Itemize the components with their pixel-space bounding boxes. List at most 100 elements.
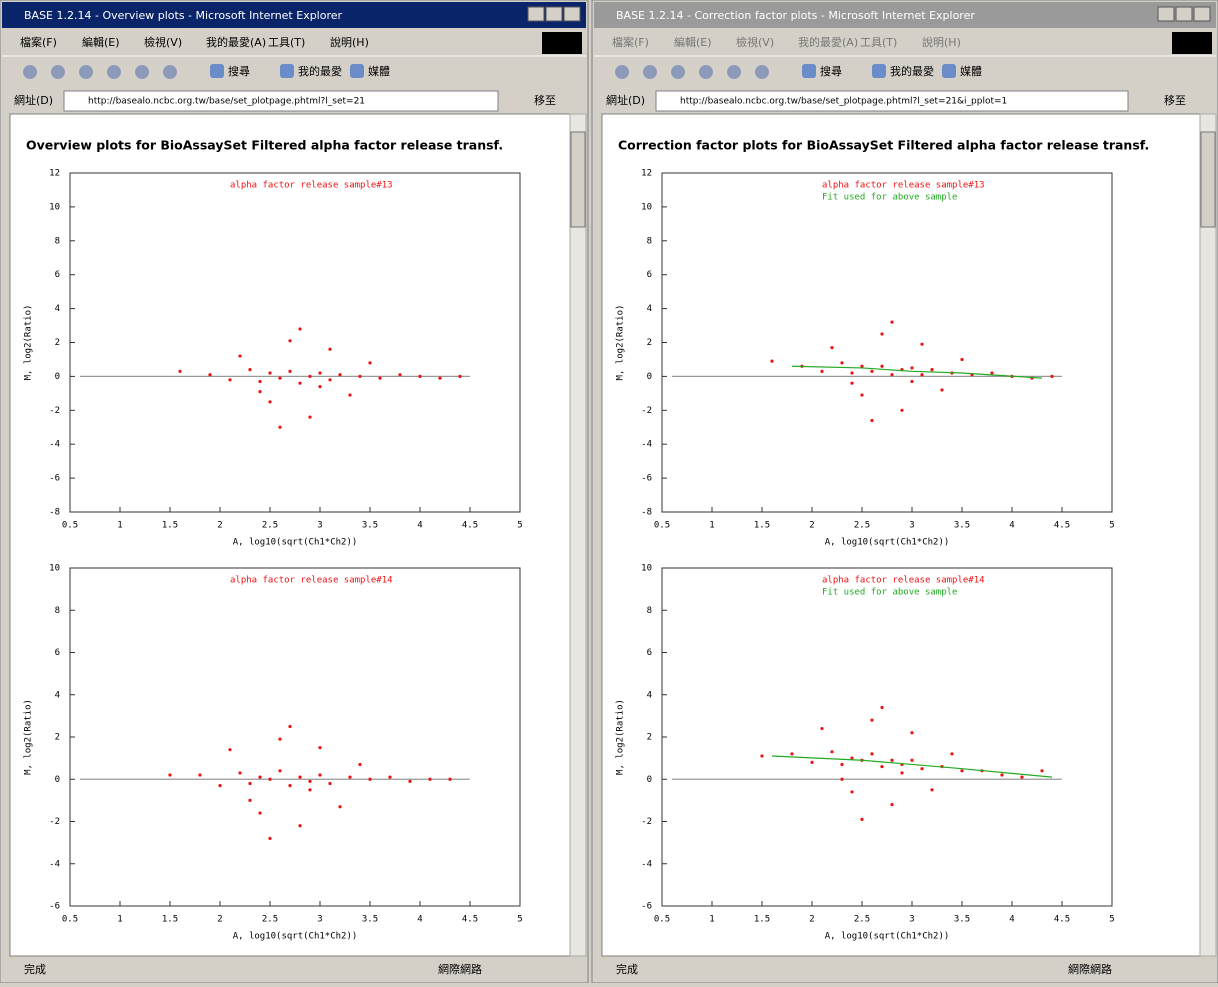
point xyxy=(368,361,371,364)
x-tick-label: 0.5 xyxy=(654,915,670,925)
nav-icon[interactable] xyxy=(671,65,685,79)
y-tick-label: 8 xyxy=(55,606,60,616)
scrollbar[interactable] xyxy=(570,114,586,956)
point xyxy=(820,370,823,373)
menu-item[interactable]: 我的最愛(A) xyxy=(206,35,266,49)
point xyxy=(178,370,181,373)
window-button[interactable] xyxy=(1194,7,1210,21)
scroll-thumb[interactable] xyxy=(571,132,585,227)
point xyxy=(990,371,993,374)
legend-entry: Fit used for above sample xyxy=(822,193,957,203)
point xyxy=(208,373,211,376)
menu-item[interactable]: 工具(T) xyxy=(268,36,305,49)
toolbar-icon[interactable] xyxy=(872,64,886,78)
point xyxy=(388,776,391,779)
x-axis-label: A, log10(sqrt(Ch1*Ch2)) xyxy=(233,538,358,548)
toolbar-label[interactable]: 我的最愛 xyxy=(890,64,934,78)
point xyxy=(218,784,221,787)
x-tick-label: 3.5 xyxy=(954,915,970,925)
y-tick-label: -6 xyxy=(49,902,60,912)
menu-item[interactable]: 編輯(E) xyxy=(82,35,120,49)
y-tick-label: -2 xyxy=(49,406,60,416)
menu-item[interactable]: 檔案(F) xyxy=(20,35,57,49)
legend-entry: alpha factor release sample#14 xyxy=(822,576,985,586)
point xyxy=(308,780,311,783)
legend-entry: Fit used for above sample xyxy=(822,588,957,598)
point xyxy=(870,719,873,722)
legend-entry: alpha factor release sample#13 xyxy=(230,181,393,191)
point xyxy=(890,803,893,806)
y-tick-label: 8 xyxy=(647,236,652,246)
menu-item[interactable]: 說明(H) xyxy=(922,35,961,49)
y-tick-label: 6 xyxy=(647,648,652,658)
menu-item[interactable]: 檔案(F) xyxy=(612,35,649,49)
point xyxy=(930,368,933,371)
point xyxy=(288,339,291,342)
x-tick-label: 1.5 xyxy=(754,521,770,531)
point xyxy=(258,380,261,383)
menu-item[interactable]: 編輯(E) xyxy=(674,35,712,49)
window-button[interactable] xyxy=(1158,7,1174,21)
screen: BASE 1.2.14 - Overview plots - Microsoft… xyxy=(0,0,1218,983)
point xyxy=(760,754,763,757)
nav-icon[interactable] xyxy=(727,65,741,79)
menu-item[interactable]: 檢視(V) xyxy=(144,35,182,49)
x-tick-label: 2 xyxy=(809,521,814,531)
nav-icon[interactable] xyxy=(23,65,37,79)
menu-item[interactable]: 檢視(V) xyxy=(736,35,774,49)
window-button[interactable] xyxy=(528,7,544,21)
y-tick-label: -2 xyxy=(641,817,652,827)
toolbar-label[interactable]: 媒體 xyxy=(960,65,982,78)
y-tick-label: 10 xyxy=(641,564,652,574)
point xyxy=(850,790,853,793)
y-tick-label: 2 xyxy=(647,733,652,743)
nav-icon[interactable] xyxy=(699,65,713,79)
nav-icon[interactable] xyxy=(135,65,149,79)
y-tick-label: 6 xyxy=(55,648,60,658)
toolbar-icon[interactable] xyxy=(802,64,816,78)
go-button[interactable]: 移至 xyxy=(534,94,556,107)
nav-icon[interactable] xyxy=(79,65,93,79)
nav-icon[interactable] xyxy=(615,65,629,79)
toolbar-label[interactable]: 搜尋 xyxy=(820,64,842,78)
y-tick-label: 0 xyxy=(55,372,60,382)
toolbar-icon[interactable] xyxy=(350,64,364,78)
toolbar-icon[interactable] xyxy=(942,64,956,78)
toolbar-label[interactable]: 搜尋 xyxy=(228,64,250,78)
nav-icon[interactable] xyxy=(755,65,769,79)
scroll-thumb[interactable] xyxy=(1201,132,1215,227)
point xyxy=(248,799,251,802)
y-tick-label: 4 xyxy=(647,690,652,700)
y-tick-label: 8 xyxy=(55,236,60,246)
window-button[interactable] xyxy=(1176,7,1192,21)
x-axis-label: A, log10(sqrt(Ch1*Ch2)) xyxy=(825,538,950,548)
point xyxy=(258,811,261,814)
point xyxy=(228,748,231,751)
point xyxy=(820,727,823,730)
toolbar-label[interactable]: 我的最愛 xyxy=(298,64,342,78)
toolbar-icon[interactable] xyxy=(280,64,294,78)
point xyxy=(850,382,853,385)
y-tick-label: 10 xyxy=(49,564,60,574)
point xyxy=(860,818,863,821)
menu-item[interactable]: 工具(T) xyxy=(860,36,897,49)
menu-item[interactable]: 我的最愛(A) xyxy=(798,35,858,49)
window-button[interactable] xyxy=(546,7,562,21)
nav-icon[interactable] xyxy=(107,65,121,79)
y-tick-label: 4 xyxy=(647,304,652,314)
x-tick-label: 4.5 xyxy=(462,915,478,925)
nav-icon[interactable] xyxy=(163,65,177,79)
nav-icon[interactable] xyxy=(643,65,657,79)
point xyxy=(1040,769,1043,772)
toolbar-label[interactable]: 媒體 xyxy=(368,65,390,78)
menu-item[interactable]: 說明(H) xyxy=(330,35,369,49)
toolbar-icon[interactable] xyxy=(210,64,224,78)
go-button[interactable]: 移至 xyxy=(1164,94,1186,107)
scrollbar[interactable] xyxy=(1200,114,1216,956)
point xyxy=(880,332,883,335)
point xyxy=(448,778,451,781)
window-button[interactable] xyxy=(564,7,580,21)
nav-icon[interactable] xyxy=(51,65,65,79)
x-tick-label: 3 xyxy=(317,521,322,531)
point xyxy=(880,365,883,368)
